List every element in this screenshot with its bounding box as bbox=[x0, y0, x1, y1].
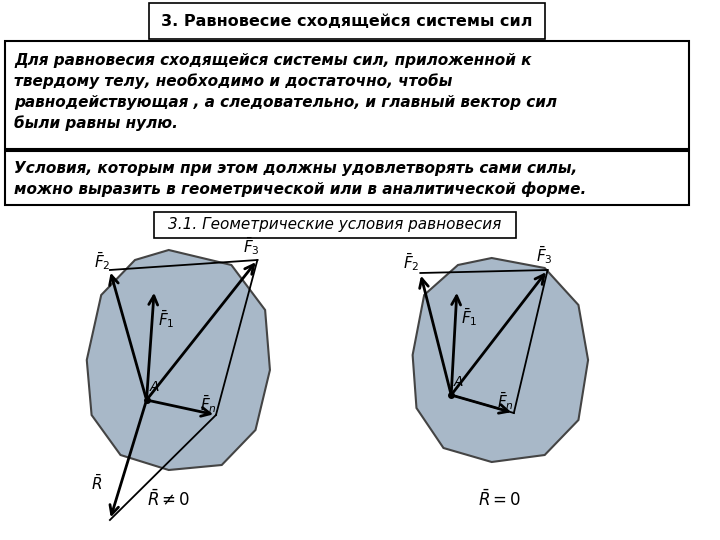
Text: $\bar{F}_3$: $\bar{F}_3$ bbox=[536, 244, 553, 266]
Polygon shape bbox=[413, 258, 588, 462]
Text: $\bar{F}_1$: $\bar{F}_1$ bbox=[158, 308, 175, 330]
Bar bbox=[5, 41, 689, 149]
Bar bbox=[5, 151, 689, 205]
Text: $\bar{F}_n$: $\bar{F}_n$ bbox=[199, 393, 217, 415]
Text: $\bar{F}_1$: $\bar{F}_1$ bbox=[461, 306, 477, 328]
Text: A: A bbox=[150, 380, 159, 394]
Bar bbox=[150, 3, 545, 39]
Text: Для равновесия сходящейся системы сил, приложенной к
твердому телу, необходимо и: Для равновесия сходящейся системы сил, п… bbox=[14, 53, 557, 131]
Text: $\bar{F}_3$: $\bar{F}_3$ bbox=[243, 235, 260, 256]
Text: 3.1. Геометрические условия равновесия: 3.1. Геометрические условия равновесия bbox=[168, 218, 502, 233]
Text: Условия, которым при этом должны удовлетворять сами силы,
можно выразить в геоме: Условия, которым при этом должны удовлет… bbox=[14, 161, 587, 197]
Text: A: A bbox=[454, 375, 464, 389]
Text: 3. Равновесие сходящейся системы сил: 3. Равновесие сходящейся системы сил bbox=[161, 14, 533, 29]
Text: $\bar{F}_2$: $\bar{F}_2$ bbox=[94, 250, 110, 272]
Text: $\bar{F}_n$: $\bar{F}_n$ bbox=[498, 390, 514, 411]
Polygon shape bbox=[87, 250, 270, 470]
Text: $\bar{R} \neq 0$: $\bar{R} \neq 0$ bbox=[147, 490, 190, 510]
Text: $\bar{R} = 0$: $\bar{R} = 0$ bbox=[477, 490, 521, 510]
Text: $\bar{R}$: $\bar{R}$ bbox=[91, 474, 102, 493]
Text: $\bar{F}_2$: $\bar{F}_2$ bbox=[403, 251, 420, 273]
Bar bbox=[154, 212, 516, 238]
